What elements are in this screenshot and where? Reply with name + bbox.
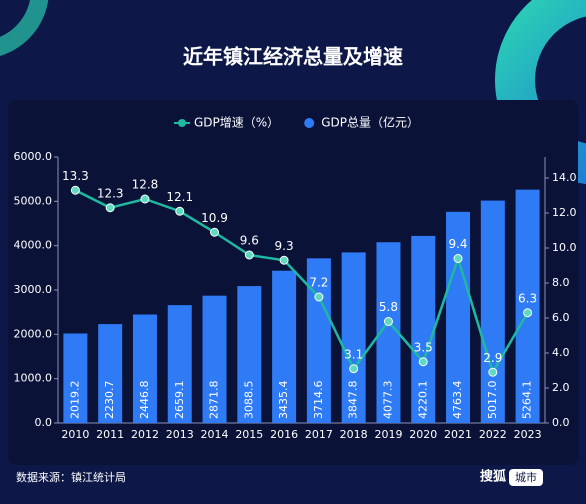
- bar: [341, 252, 366, 423]
- x-tick-label: 2022: [479, 428, 507, 441]
- legend-label: GDP增速（%）: [194, 116, 279, 130]
- bar: [167, 305, 192, 423]
- y-tick-label: 4000.0: [14, 239, 53, 252]
- y2-tick-label: 10.0: [552, 241, 577, 254]
- bar-value-label: 2871.8: [208, 381, 221, 420]
- bar-value-label: 3435.4: [277, 381, 290, 420]
- x-tick-label: 2020: [409, 428, 437, 441]
- bar: [202, 295, 227, 423]
- point-label: 9.6: [240, 234, 259, 248]
- bar-value-label: 2659.1: [173, 381, 186, 420]
- point-label: 10.9: [201, 211, 228, 225]
- point: [314, 292, 324, 302]
- x-tick-label: 2021: [444, 428, 472, 441]
- point: [349, 364, 359, 374]
- y-tick-label: 1000.0: [14, 372, 53, 385]
- point-label: 9.4: [448, 237, 467, 251]
- x-tick-label: 2019: [374, 428, 402, 441]
- y-tick-label: 5000.0: [14, 194, 53, 207]
- y-tick-label: 2000.0: [14, 327, 53, 340]
- x-tick-label: 2013: [166, 428, 194, 441]
- source: 数据来源：镇江统计局: [16, 470, 126, 484]
- y2-tick-label: 8.0: [552, 276, 570, 289]
- point-label: 9.3: [275, 239, 294, 253]
- bar-value-label: 4077.3: [381, 381, 394, 420]
- point-label: 6.3: [518, 291, 537, 305]
- bar: [63, 333, 88, 423]
- chart-title: 近年镇江经济总量及增速: [183, 45, 403, 69]
- bar: [515, 189, 540, 423]
- bar-value-label: 4220.1: [416, 381, 429, 420]
- bar-value-label: 3847.8: [347, 381, 360, 420]
- bar-value-label: 4763.4: [451, 381, 464, 420]
- x-tick-label: 2018: [340, 428, 368, 441]
- y-tick-label: 3000.0: [14, 283, 53, 296]
- y2-tick-label: 14.0: [552, 171, 577, 184]
- x-tick-label: 2016: [270, 428, 298, 441]
- point-label: 2.9: [483, 351, 502, 365]
- legend-swatch: [304, 118, 315, 128]
- y2-tick-label: 0.0: [552, 416, 570, 429]
- point-label: 12.3: [97, 186, 124, 200]
- y2-tick-label: 2.0: [552, 381, 570, 394]
- bar: [411, 235, 436, 423]
- point: [244, 250, 254, 260]
- bar: [480, 200, 505, 423]
- y-tick-label: 0.0: [35, 416, 53, 429]
- bar: [446, 211, 471, 423]
- x-tick-label: 2015: [235, 428, 263, 441]
- point: [453, 254, 463, 263]
- x-tick-label: 2010: [61, 428, 89, 441]
- point: [279, 255, 289, 265]
- point: [383, 317, 393, 326]
- point: [175, 206, 185, 216]
- point-label: 7.2: [309, 276, 328, 290]
- y-tick-label: 6000.0: [14, 150, 53, 163]
- point: [105, 203, 115, 213]
- decor-ring: [495, 0, 586, 185]
- point-label: 5.8: [379, 300, 398, 314]
- point: [488, 367, 498, 377]
- point: [210, 227, 220, 237]
- point-label: 12.1: [166, 190, 193, 204]
- x-tick-label: 2017: [305, 428, 333, 441]
- point: [70, 185, 80, 195]
- y2-tick-label: 4.0: [552, 346, 570, 359]
- bar: [98, 324, 123, 423]
- bar-value-label: 5264.1: [521, 381, 534, 420]
- point: [523, 308, 533, 318]
- point-label: 3.1: [344, 347, 363, 361]
- line: [74, 189, 529, 376]
- bar-value-label: 2446.8: [138, 381, 151, 420]
- bar-value-label: 2230.7: [103, 381, 116, 420]
- legend-label: GDP总量（亿元）: [321, 115, 419, 130]
- bar-value-label: 2019.2: [68, 381, 81, 420]
- point-label: 12.8: [132, 178, 159, 192]
- legend-swatch: [178, 119, 186, 127]
- y2-tick-label: 12.0: [552, 206, 577, 219]
- point: [418, 357, 428, 367]
- point-label: 3.5: [414, 340, 433, 354]
- brand-section: 城市: [515, 470, 537, 484]
- bar: [132, 314, 157, 423]
- bar-value-label: 5017.0: [486, 381, 499, 419]
- y2-tick-label: 6.0: [552, 311, 570, 324]
- point-label: 13.3: [62, 169, 89, 183]
- brand-name: 搜狐: [480, 469, 506, 485]
- bar-value-label: 3714.6: [312, 381, 325, 420]
- bar: [237, 286, 262, 423]
- bar: [306, 258, 331, 423]
- x-tick-label: 2011: [96, 428, 124, 441]
- x-tick-label: 2012: [131, 428, 159, 441]
- bar: [272, 270, 297, 423]
- point: [140, 194, 150, 204]
- x-tick-label: 2014: [201, 428, 229, 441]
- x-tick-label: 2023: [514, 428, 542, 441]
- brand-badge: [509, 469, 543, 486]
- bar-value-label: 3088.5: [242, 381, 255, 420]
